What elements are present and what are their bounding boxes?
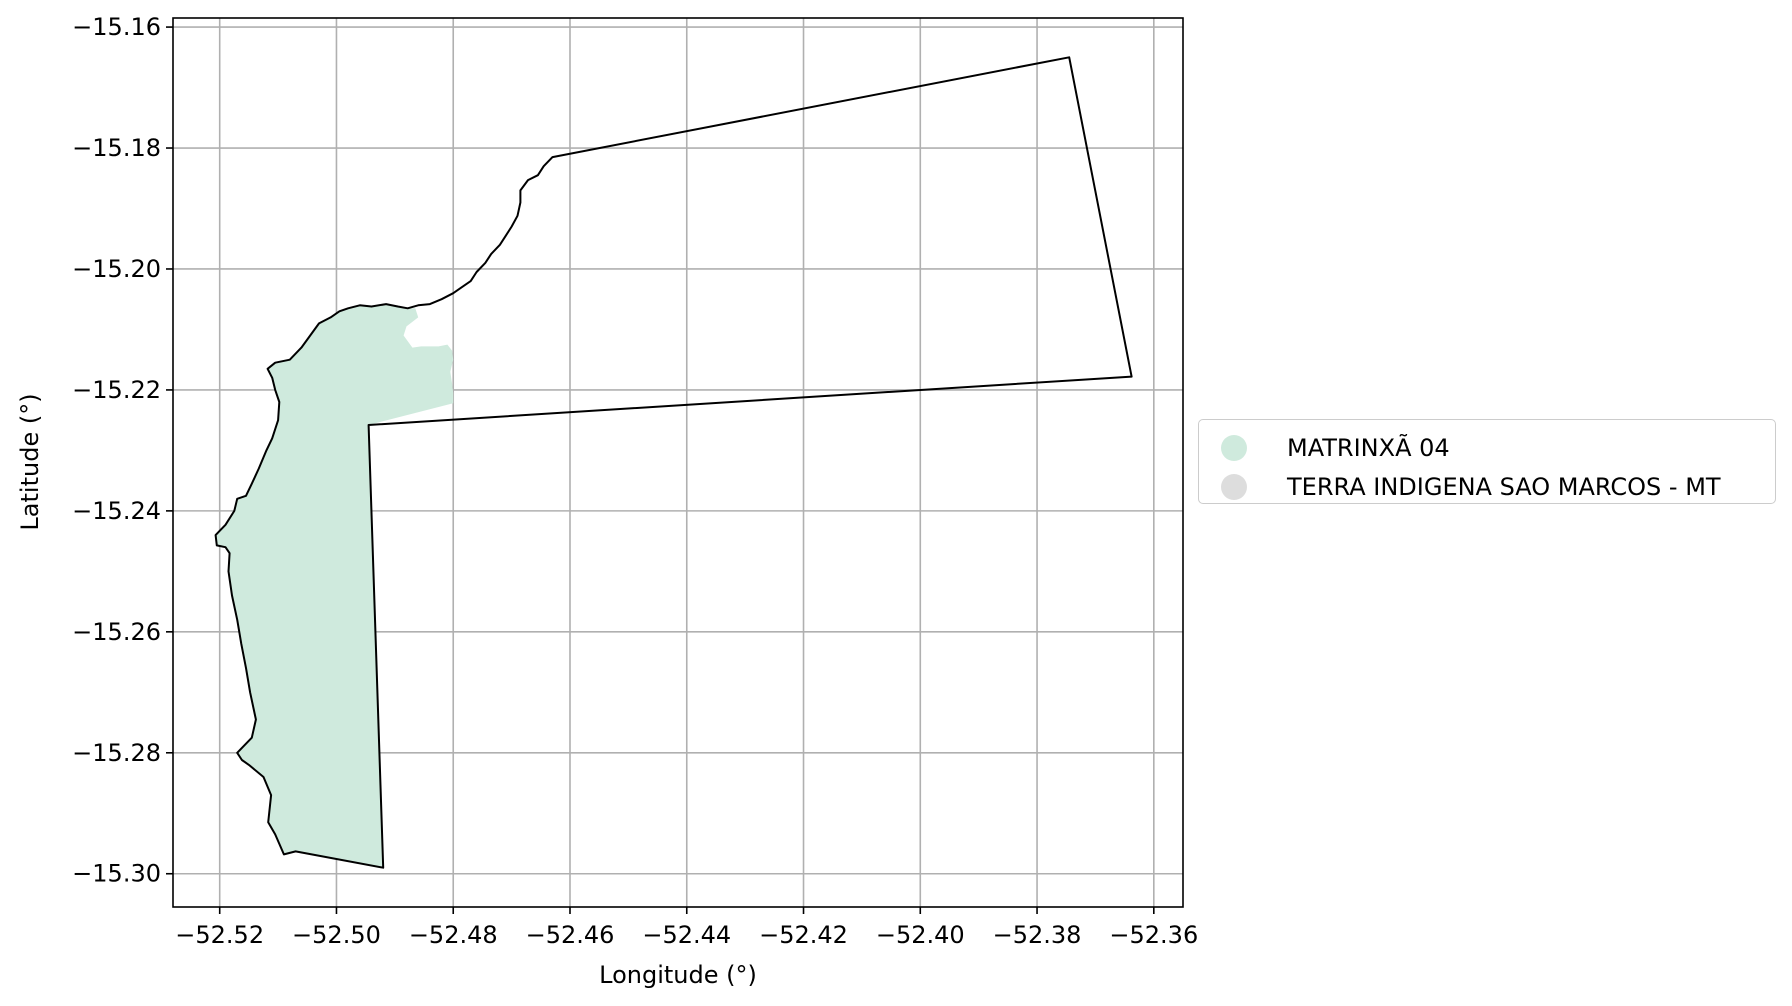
y-tick-label: −15.16 bbox=[72, 13, 161, 41]
legend-swatch-matrinxa bbox=[1221, 435, 1247, 461]
grid-lines bbox=[173, 18, 1183, 907]
x-tick-label: −52.48 bbox=[409, 921, 498, 949]
x-tick-label: −52.44 bbox=[642, 921, 731, 949]
x-tick-label: −52.40 bbox=[876, 921, 965, 949]
x-tick-label: −52.46 bbox=[526, 921, 615, 949]
y-axis-ticks: −15.16 −15.18 −15.20 −15.22 −15.24 −15.26 −15.… bbox=[72, 13, 173, 888]
y-tick-label: −15.24 bbox=[72, 497, 161, 525]
legend-label-terra-indigena: TERRA INDIGENA SAO MARCOS - MT bbox=[1287, 473, 1721, 501]
y-tick-label: −15.20 bbox=[72, 255, 161, 283]
x-tick-label: −52.38 bbox=[993, 921, 1082, 949]
y-axis-label: Latitude (°) bbox=[16, 393, 44, 530]
x-tick-label: −52.36 bbox=[1109, 921, 1198, 949]
map-legend: MATRINXÃ 04 TERRA INDIGENA SAO MARCOS - … bbox=[1198, 419, 1776, 504]
matrinxa-04-area bbox=[215, 304, 454, 868]
x-tick-label: −52.42 bbox=[759, 921, 848, 949]
y-tick-label: −15.30 bbox=[72, 860, 161, 888]
terra-indigena-sao-marcos-boundary bbox=[214, 56, 1133, 869]
axes-frame bbox=[172, 17, 1184, 908]
x-tick-label: −52.52 bbox=[175, 921, 264, 949]
x-axis-ticks: −52.52 −52.50 −52.48 −52.46 −52.44 −52.42 −52.… bbox=[175, 907, 1198, 949]
map-polygons bbox=[214, 56, 1133, 869]
legend-label-matrinxa: MATRINXÃ 04 bbox=[1287, 434, 1450, 462]
x-tick-label: −52.50 bbox=[292, 921, 381, 949]
y-tick-label: −15.26 bbox=[72, 618, 161, 646]
y-tick-label: −15.28 bbox=[72, 739, 161, 767]
x-axis-label: Longitude (°) bbox=[599, 961, 757, 989]
y-tick-label: −15.22 bbox=[72, 376, 161, 404]
legend-swatch-terra-indigena bbox=[1221, 474, 1247, 500]
y-tick-label: −15.18 bbox=[72, 134, 161, 162]
